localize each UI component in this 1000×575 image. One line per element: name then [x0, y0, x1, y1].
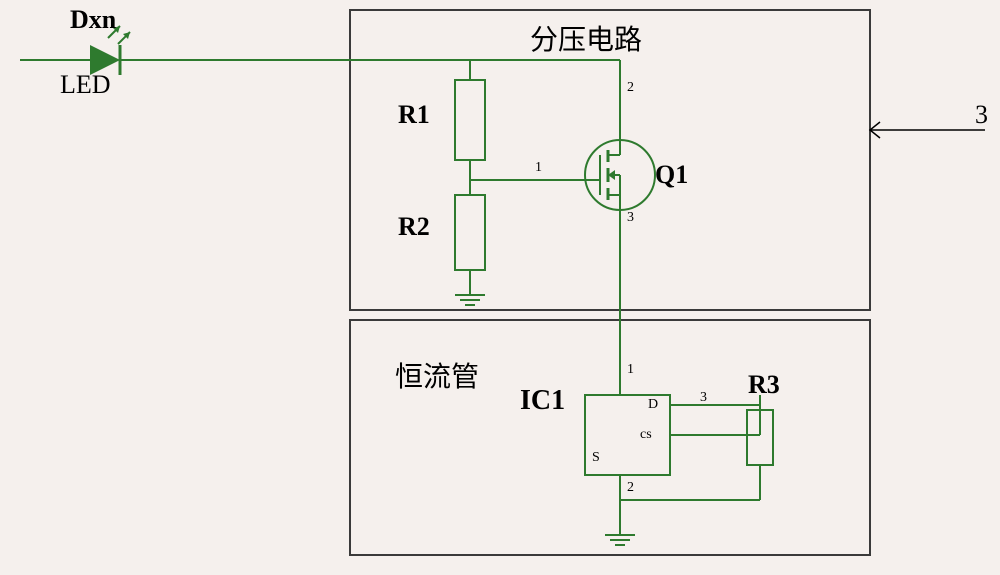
label-ic-s: S — [592, 450, 600, 466]
r2-body — [455, 195, 485, 270]
r1-body — [455, 80, 485, 160]
label-q1: Q1 — [655, 160, 688, 190]
label-pin3-top: 3 — [627, 210, 634, 226]
label-dxn: Dxn — [70, 5, 116, 35]
label-r2: R2 — [398, 212, 430, 242]
label-r1: R1 — [398, 100, 430, 130]
label-pin2-top: 2 — [627, 80, 634, 96]
label-led: LED — [60, 70, 111, 100]
label-pin2-bot: 2 — [627, 480, 634, 496]
schematic-svg — [0, 0, 1000, 575]
label-pin3-bot: 3 — [700, 390, 707, 406]
label-ic-cs: cs — [640, 427, 652, 443]
label-divider-title: 分压电路 — [530, 18, 642, 58]
label-pin1-gate: 1 — [535, 160, 542, 176]
ground-left — [455, 295, 485, 305]
circuit-diagram: Dxn LED 分压电路 R1 R2 Q1 恒流管 IC1 R3 2 3 1 D… — [0, 0, 1000, 575]
label-ic-d: D — [648, 397, 658, 413]
label-ic1: IC1 — [520, 385, 565, 417]
label-ccs-title: 恒流管 — [395, 355, 479, 395]
ground-bottom — [605, 535, 635, 545]
mosfet-q1 — [585, 140, 655, 210]
label-pin1-bot: 1 — [627, 362, 634, 378]
label-ref3: 3 — [975, 100, 988, 130]
label-r3: R3 — [748, 370, 780, 400]
